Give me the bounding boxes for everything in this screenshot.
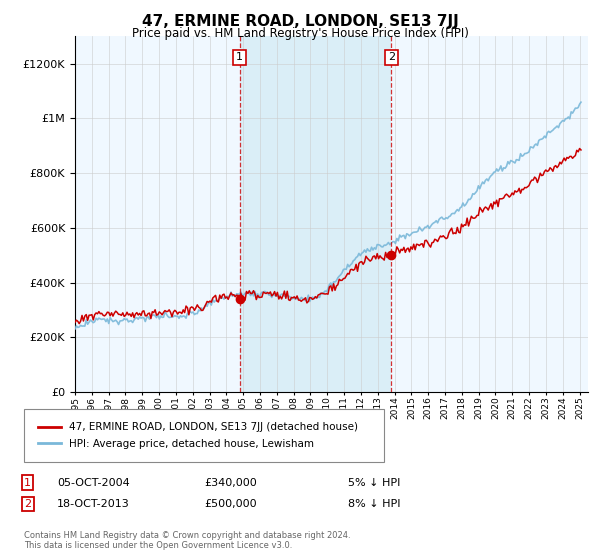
Text: 1: 1 bbox=[236, 53, 243, 62]
Text: 05-OCT-2004: 05-OCT-2004 bbox=[57, 478, 130, 488]
Text: Contains HM Land Registry data © Crown copyright and database right 2024.
This d: Contains HM Land Registry data © Crown c… bbox=[24, 530, 350, 550]
Text: 5% ↓ HPI: 5% ↓ HPI bbox=[348, 478, 400, 488]
FancyBboxPatch shape bbox=[24, 409, 384, 462]
Text: Price paid vs. HM Land Registry's House Price Index (HPI): Price paid vs. HM Land Registry's House … bbox=[131, 27, 469, 40]
Text: £340,000: £340,000 bbox=[204, 478, 257, 488]
Text: £500,000: £500,000 bbox=[204, 499, 257, 509]
Text: 18-OCT-2013: 18-OCT-2013 bbox=[57, 499, 130, 509]
Text: 8% ↓ HPI: 8% ↓ HPI bbox=[348, 499, 401, 509]
Legend: 47, ERMINE ROAD, LONDON, SE13 7JJ (detached house), HPI: Average price, detached: 47, ERMINE ROAD, LONDON, SE13 7JJ (detac… bbox=[33, 417, 364, 454]
Text: 2: 2 bbox=[388, 53, 395, 62]
Bar bbox=[239, 36, 391, 392]
Text: 47, ERMINE ROAD, LONDON, SE13 7JJ: 47, ERMINE ROAD, LONDON, SE13 7JJ bbox=[142, 14, 458, 29]
Text: 1: 1 bbox=[24, 478, 31, 488]
Text: 2: 2 bbox=[24, 499, 31, 509]
